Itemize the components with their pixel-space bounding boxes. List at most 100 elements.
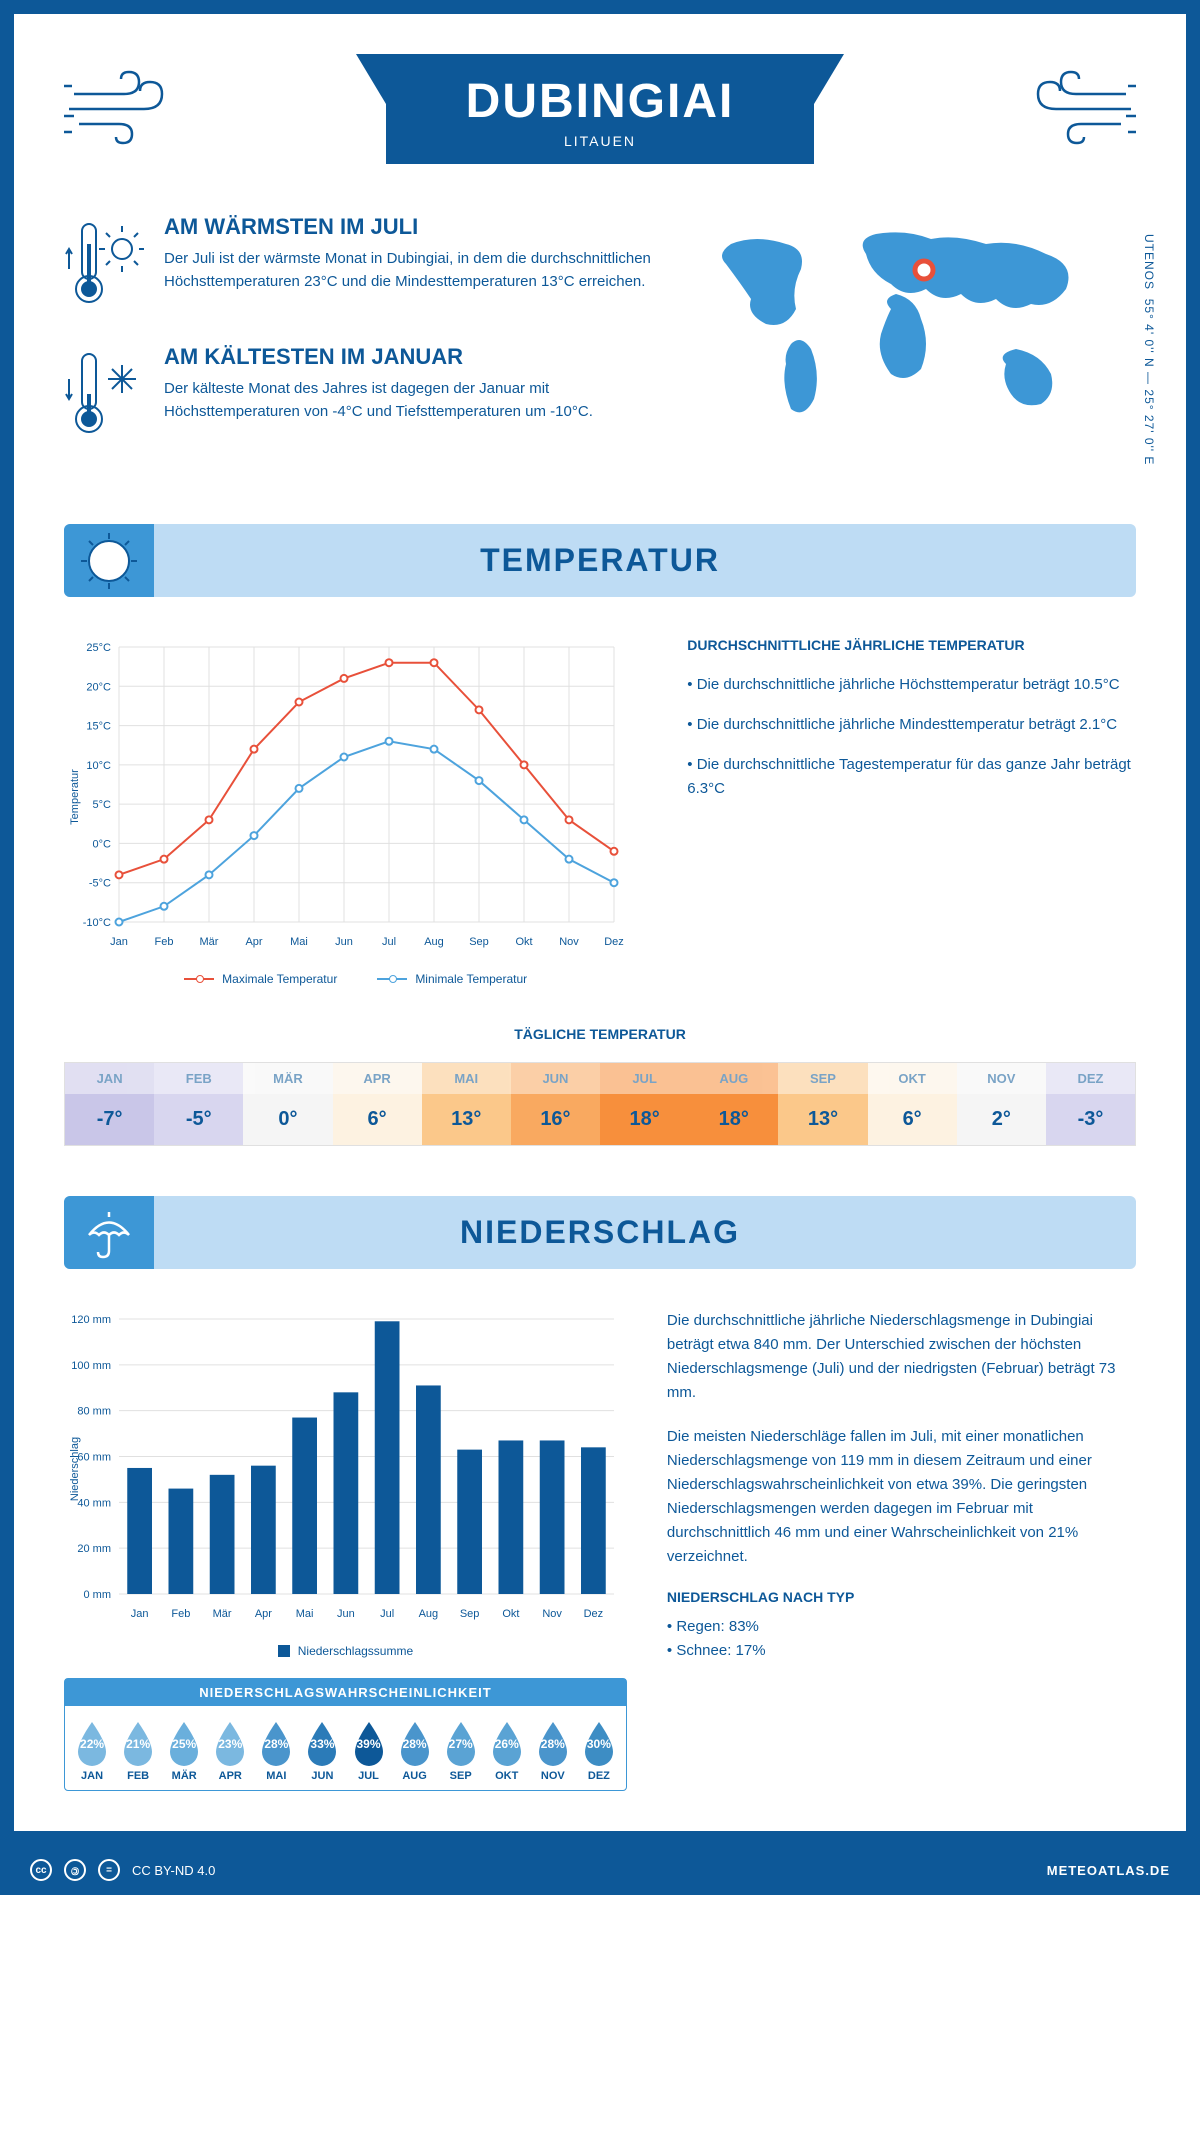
svg-text:60 mm: 60 mm xyxy=(77,1452,111,1464)
svg-text:Dez: Dez xyxy=(584,1608,604,1620)
svg-text:Sep: Sep xyxy=(460,1608,480,1620)
precipitation-probability-box: NIEDERSCHLAGSWAHRSCHEINLICHKEIT 22%JAN21… xyxy=(64,1678,627,1791)
svg-text:Aug: Aug xyxy=(424,936,444,948)
page-header: DUBINGIAI LITAUEN xyxy=(64,54,1136,164)
section-title: NIEDERSCHLAG xyxy=(64,1214,1136,1251)
svg-text:Nov: Nov xyxy=(542,1608,562,1620)
precip-type-item: • Regen: 83% xyxy=(667,1615,1136,1639)
prob-title: NIEDERSCHLAGSWAHRSCHEINLICHKEIT xyxy=(65,1679,626,1706)
svg-text:Jul: Jul xyxy=(380,1608,394,1620)
chart-legend: Maximale Temperatur Minimale Temperatur xyxy=(64,972,647,986)
precip-paragraph: Die meisten Niederschläge fallen im Juli… xyxy=(667,1425,1136,1569)
by-icon: 🄯 xyxy=(64,1859,86,1881)
svg-text:Mär: Mär xyxy=(213,1608,232,1620)
nd-icon: = xyxy=(98,1859,120,1881)
coordinates: UTENOS 55° 4' 0'' N — 25° 27' 0'' E xyxy=(1142,234,1156,465)
prob-cell: 26%OKT xyxy=(484,1718,530,1782)
precipitation-section-header: NIEDERSCHLAG xyxy=(64,1196,1136,1269)
daily-cell: AUG18° xyxy=(689,1063,778,1145)
daily-cell: APR6° xyxy=(333,1063,422,1145)
prob-cell: 25%MÄR xyxy=(161,1718,207,1782)
sun-icon xyxy=(79,531,139,591)
daily-cell: DEZ-3° xyxy=(1046,1063,1135,1145)
svg-text:0 mm: 0 mm xyxy=(84,1589,112,1601)
section-title: TEMPERATUR xyxy=(64,542,1136,579)
svg-text:Dez: Dez xyxy=(604,936,624,948)
precip-type-item: • Schnee: 17% xyxy=(667,1639,1136,1663)
temperature-line-chart: -10°C-5°C0°C5°C10°C15°C20°C25°CJanFebMär… xyxy=(64,637,647,986)
precip-paragraph: Die durchschnittliche jährliche Niedersc… xyxy=(667,1309,1136,1405)
svg-text:Jan: Jan xyxy=(110,936,128,948)
title-banner: DUBINGIAI LITAUEN xyxy=(386,54,815,164)
thermometer-cold-icon xyxy=(64,344,144,444)
coldest-title: AM KÄLTESTEN IM JANUAR xyxy=(164,344,656,370)
site-name: METEOATLAS.DE xyxy=(1047,1863,1170,1878)
svg-text:Jun: Jun xyxy=(337,1608,355,1620)
svg-text:Jun: Jun xyxy=(335,936,353,948)
prob-cell: 27%SEP xyxy=(438,1718,484,1782)
chart-legend: Niederschlagssumme xyxy=(64,1644,627,1658)
daily-cell: FEB-5° xyxy=(154,1063,243,1145)
svg-text:Mai: Mai xyxy=(290,936,308,948)
coldest-block: AM KÄLTESTEN IM JANUAR Der kälteste Mona… xyxy=(64,344,656,444)
wind-icon xyxy=(1016,64,1136,154)
svg-text:Mär: Mär xyxy=(200,936,219,948)
thermometer-hot-icon xyxy=(64,214,144,314)
svg-text:Apr: Apr xyxy=(245,936,262,948)
umbrella-icon xyxy=(81,1205,137,1261)
svg-text:-10°C: -10°C xyxy=(83,917,111,929)
svg-text:80 mm: 80 mm xyxy=(77,1406,111,1418)
svg-text:20°C: 20°C xyxy=(86,681,111,693)
temperature-summary: DURCHSCHNITTLICHE JÄHRLICHE TEMPERATUR •… xyxy=(687,637,1136,986)
temperature-section-header: TEMPERATUR xyxy=(64,524,1136,597)
coldest-text: Der kälteste Monat des Jahres ist dagege… xyxy=(164,378,656,423)
precip-type-title: NIEDERSCHLAG NACH TYP xyxy=(667,1589,1136,1605)
license-text: CC BY-ND 4.0 xyxy=(132,1863,215,1878)
temp-info-item: • Die durchschnittliche jährliche Höchst… xyxy=(687,673,1136,697)
warmest-block: AM WÄRMSTEN IM JULI Der Juli ist der wär… xyxy=(64,214,656,314)
world-map: UTENOS 55° 4' 0'' N — 25° 27' 0'' E xyxy=(696,214,1136,474)
svg-text:Nov: Nov xyxy=(559,936,579,948)
daily-cell: MAI13° xyxy=(422,1063,511,1145)
svg-text:Jan: Jan xyxy=(131,1608,149,1620)
daily-temperature-table: JAN-7°FEB-5°MÄR0°APR6°MAI13°JUN16°JUL18°… xyxy=(64,1062,1136,1146)
svg-text:0°C: 0°C xyxy=(93,838,112,850)
daily-cell: OKT6° xyxy=(868,1063,957,1145)
precipitation-bar-chart: 0 mm20 mm40 mm60 mm80 mm100 mm120 mmJanF… xyxy=(64,1309,627,1658)
svg-text:100 mm: 100 mm xyxy=(71,1360,111,1372)
prob-cell: 23%APR xyxy=(207,1718,253,1782)
daily-cell: MÄR0° xyxy=(243,1063,332,1145)
svg-text:Okt: Okt xyxy=(502,1608,519,1620)
svg-text:Apr: Apr xyxy=(255,1608,272,1620)
svg-text:10°C: 10°C xyxy=(86,760,111,772)
svg-text:Mai: Mai xyxy=(296,1608,314,1620)
svg-text:Temperatur: Temperatur xyxy=(69,769,81,825)
daily-cell: JUN16° xyxy=(511,1063,600,1145)
page-footer: cc 🄯 = CC BY-ND 4.0 METEOATLAS.DE xyxy=(0,1845,1200,1895)
svg-text:40 mm: 40 mm xyxy=(77,1497,111,1509)
prob-cell: 28%MAI xyxy=(253,1718,299,1782)
svg-text:5°C: 5°C xyxy=(93,799,112,811)
svg-text:20 mm: 20 mm xyxy=(77,1543,111,1555)
prob-cell: 21%FEB xyxy=(115,1718,161,1782)
daily-cell: NOV2° xyxy=(957,1063,1046,1145)
city-name: DUBINGIAI xyxy=(466,74,735,129)
prob-cell: 28%AUG xyxy=(392,1718,438,1782)
svg-text:Sep: Sep xyxy=(469,936,489,948)
svg-text:Okt: Okt xyxy=(515,936,532,948)
temp-info-item: • Die durchschnittliche Tagestemperatur … xyxy=(687,753,1136,801)
daily-temp-title: TÄGLICHE TEMPERATUR xyxy=(64,1026,1136,1042)
country-name: LITAUEN xyxy=(466,133,735,149)
temp-info-item: • Die durchschnittliche jährliche Mindes… xyxy=(687,713,1136,737)
precipitation-summary: Die durchschnittliche jährliche Niedersc… xyxy=(667,1309,1136,1791)
prob-cell: 30%DEZ xyxy=(576,1718,622,1782)
prob-cell: 33%JUN xyxy=(299,1718,345,1782)
svg-text:25°C: 25°C xyxy=(86,642,111,654)
prob-cell: 39%JUL xyxy=(345,1718,391,1782)
wind-icon xyxy=(64,64,184,154)
temp-info-title: DURCHSCHNITTLICHE JÄHRLICHE TEMPERATUR xyxy=(687,637,1136,653)
intro-section: AM WÄRMSTEN IM JULI Der Juli ist der wär… xyxy=(64,214,1136,474)
svg-text:120 mm: 120 mm xyxy=(71,1314,111,1326)
warmest-title: AM WÄRMSTEN IM JULI xyxy=(164,214,656,240)
cc-icon: cc xyxy=(30,1859,52,1881)
